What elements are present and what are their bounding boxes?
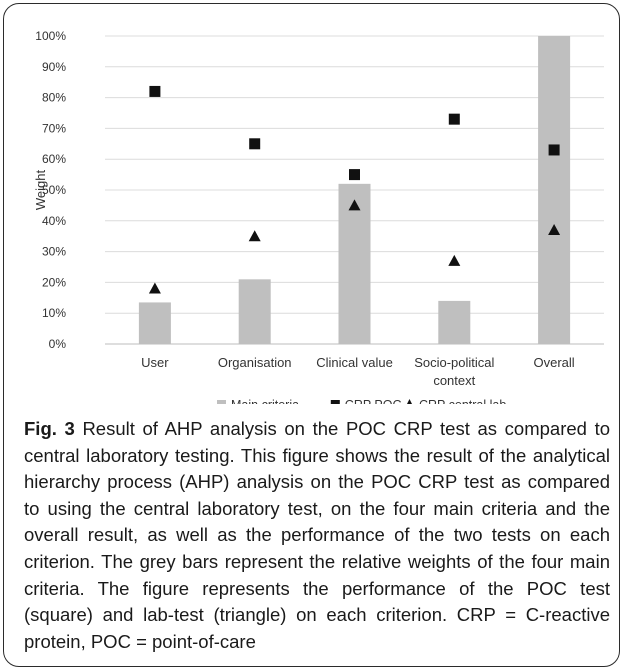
y-axis-label: Weight [33,170,48,211]
y-tick-label: 90% [42,60,66,74]
marker-crp-poc [249,138,261,150]
marker-crp-central-lab [148,282,161,294]
figure-card: 0% 10% 20% 30% 40% 50% 60% 70% 80% 90% 100% Weight U… [3,3,620,667]
x-tick-label: User [141,355,169,370]
figure-label: Fig. 3 [24,418,75,439]
marker-crp-central-lab [448,254,461,266]
marker-crp-central-lab [348,199,361,211]
legend-swatch-crp-central-lab [407,399,412,404]
marker-crp-central-lab [248,230,261,242]
y-tick-label: 0% [49,337,67,351]
x-tick-label: Socio-political [414,355,494,370]
x-tick-label: Clinical value [316,355,393,370]
legend-label: CRP central lab [419,398,506,404]
y-tick-label: 80% [42,91,66,105]
marker-crp-poc [448,113,460,125]
legend-label: Main criteria [231,398,299,404]
legend-swatch-main-criteria [217,400,226,404]
x-tick-label: context [433,373,475,388]
marker-crp-poc [149,85,161,97]
marker-crp-central-lab [548,224,561,236]
bar-main-criteria [138,302,171,344]
marker-crp-poc [349,169,360,181]
bar-main-criteria [438,300,471,344]
y-tick-label: 50% [42,183,66,197]
marker-crp-poc [548,144,560,156]
legend-label: CRP POC [345,398,402,404]
chart: 0% 10% 20% 30% 40% 50% 60% 70% 80% 90% 100% Weight U… [33,29,604,404]
y-tick-label: 10% [42,306,66,320]
y-tick-label: 20% [42,275,66,289]
y-tick-label: 70% [42,121,66,135]
bar-main-criteria [238,279,271,344]
bar-main-criteria [338,183,371,344]
bar-main-criteria [538,36,571,344]
x-tick-label: Organisation [218,355,292,370]
y-tick-label: 40% [42,214,66,228]
y-tick-label: 30% [42,245,66,259]
y-tick-label: 60% [42,152,66,166]
y-tick-label: 100% [35,29,66,43]
legend-swatch-crp-poc [330,400,340,404]
figure-caption: Fig. 3 Result of AHP analysis on the POC… [24,416,610,655]
x-tick-label: Overall [534,355,575,370]
caption-text: Result of AHP analysis on the POC CRP te… [24,418,610,652]
